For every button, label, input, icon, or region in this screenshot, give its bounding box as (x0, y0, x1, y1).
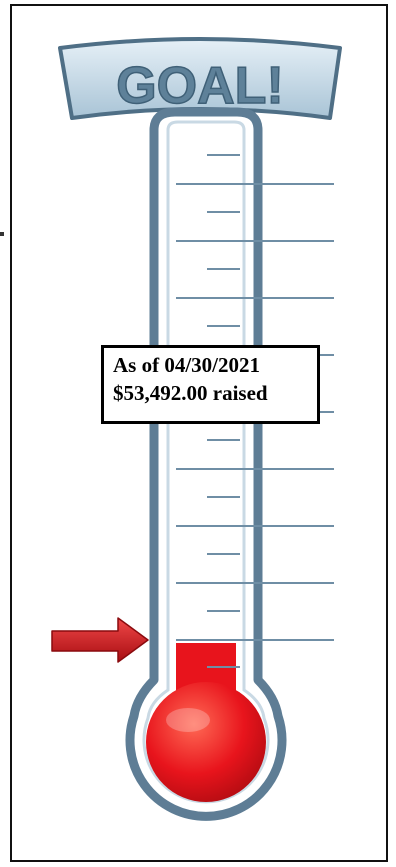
mercury (146, 643, 266, 802)
right-arrow-icon (51, 617, 149, 663)
caption-date: As of 04/30/2021 (113, 353, 260, 377)
edge-mark (0, 232, 4, 236)
goal-banner: GOAL! (58, 37, 342, 120)
progress-caption: As of 04/30/2021 $53,492.00 raised (101, 345, 320, 424)
mercury-bulb (146, 682, 266, 802)
goal-banner-text: GOAL! (116, 57, 284, 115)
caption-amount: $53,492.00 raised (113, 381, 268, 405)
